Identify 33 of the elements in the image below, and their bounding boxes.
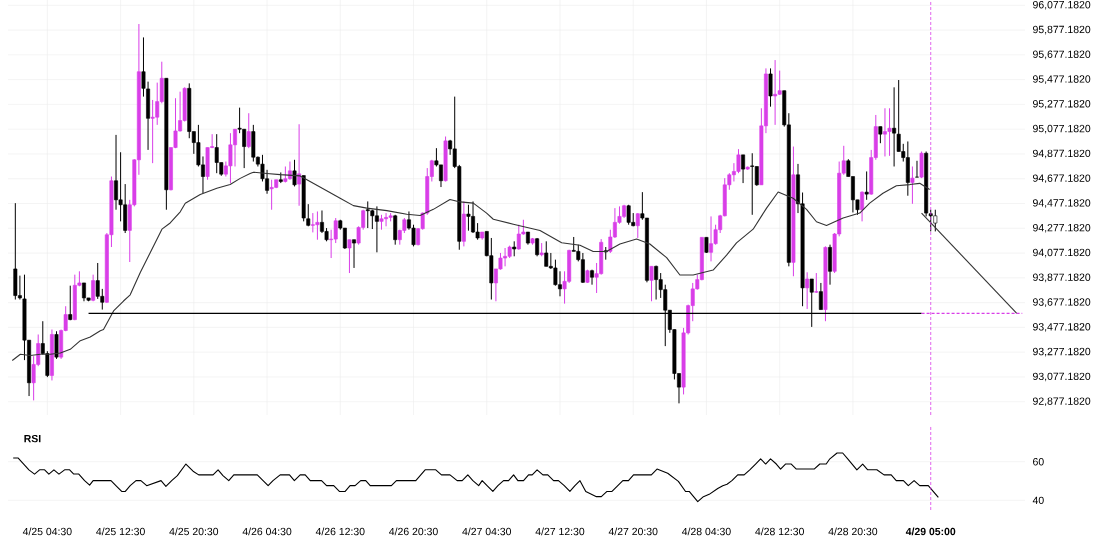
y-tick-label: 94,677.1820 — [1033, 174, 1091, 184]
x-tick-label: 4/25 04:30 — [22, 527, 72, 536]
y-tick-label: 40 — [1032, 496, 1044, 505]
x-tick-label: 4/27 12:30 — [535, 527, 585, 536]
x-tick-label: 4/26 04:30 — [242, 527, 292, 536]
x-tick-label: 4/26 12:30 — [315, 527, 365, 536]
x-tick-label: 4/28 20:30 — [828, 527, 878, 536]
y-tick-label: 94,877.1820 — [1033, 149, 1091, 159]
y-tick-label: 94,277.1820 — [1033, 223, 1091, 233]
y-tick-label: 96,077.1820 — [1033, 0, 1091, 10]
x-tick-label: 4/27 20:30 — [608, 527, 658, 536]
x-tick-label: 4/28 04:30 — [681, 527, 731, 536]
y-tick-label: 92,877.1820 — [1033, 397, 1091, 407]
ref-line-label: 4/29 05:00 — [905, 527, 956, 536]
y-tick-label: 93,277.1820 — [1033, 347, 1091, 357]
y-tick-label: 93,477.1820 — [1033, 323, 1091, 332]
y-tick-label: 94,477.1820 — [1033, 199, 1091, 208]
text: RSI — [24, 434, 41, 443]
y-tick-label: 95,477.1820 — [1033, 75, 1091, 84]
x-tick-label: 4/25 12:30 — [96, 527, 145, 536]
x-tick-label: 4/28 12:30 — [755, 527, 804, 536]
y-tick-label: 94,077.1820 — [1033, 248, 1091, 258]
y-tick-label: 93,077.1820 — [1033, 372, 1091, 382]
y-tick-label: 95,077.1820 — [1033, 124, 1091, 134]
x-tick-label: 4/25 20:30 — [169, 527, 219, 536]
y-tick-label: 95,877.1820 — [1033, 25, 1091, 35]
y-tick-label: 93,677.1820 — [1033, 298, 1091, 307]
x-tick-label: 4/27 04:30 — [462, 527, 512, 536]
y-tick-label: 93,877.1820 — [1033, 273, 1091, 283]
x-tick-label: 4/26 20:30 — [389, 527, 438, 536]
y-tick-label: 60 — [1033, 458, 1044, 466]
y-tick-label: 95,677.1820 — [1033, 50, 1091, 60]
y-tick-label: 95,277.1820 — [1033, 100, 1091, 109]
